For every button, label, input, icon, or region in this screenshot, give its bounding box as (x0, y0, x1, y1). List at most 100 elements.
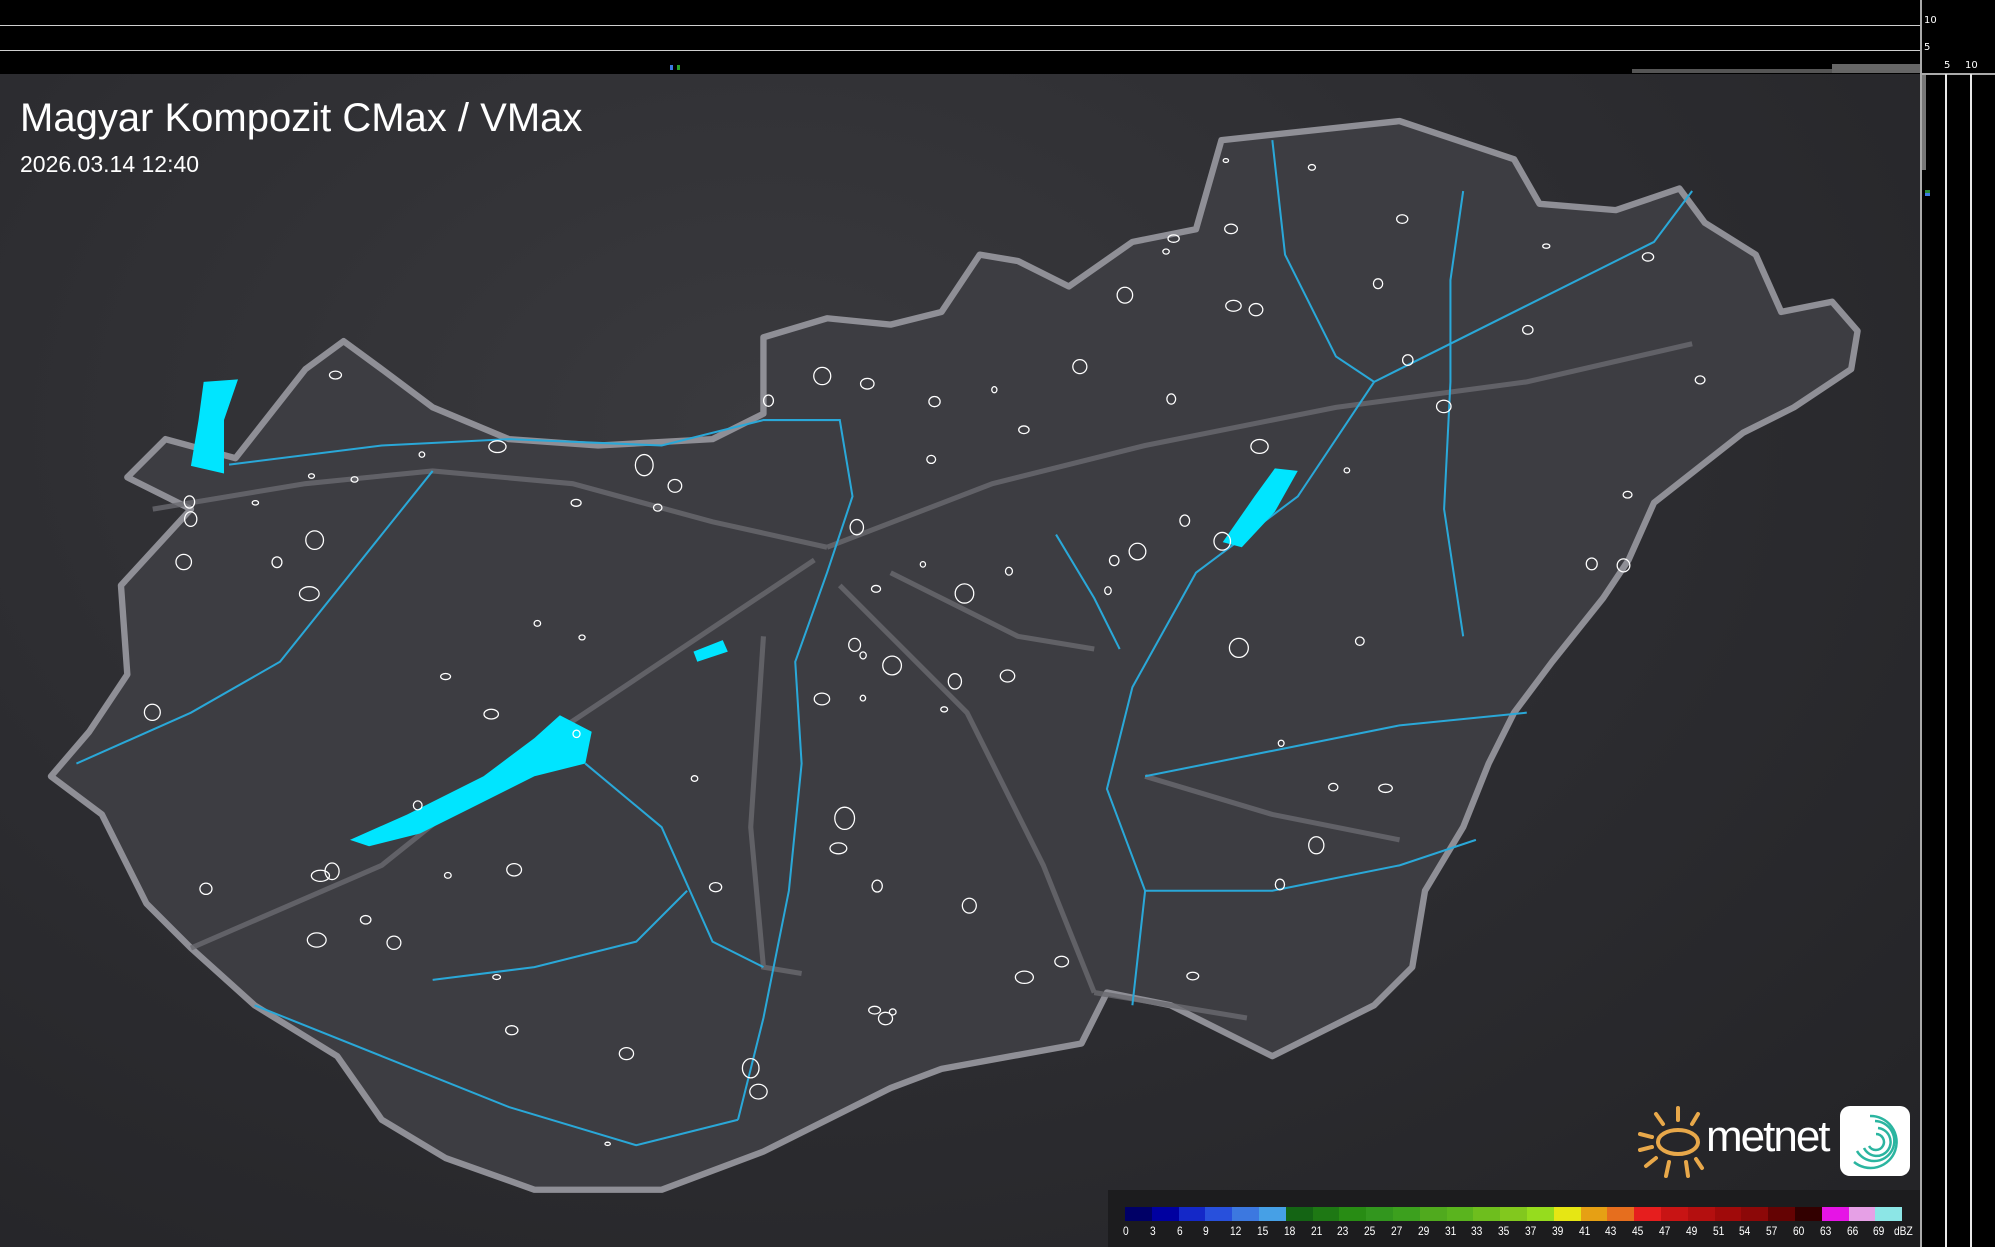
settlement-outline (749, 1083, 768, 1100)
settlement-outline (359, 914, 372, 925)
settlement-outline (1354, 636, 1365, 647)
legend-labels: 0 3 6 9 12 15 18 21 23 25 27 29 31 33 35 37 39 41 43 45 47 49… (1123, 1224, 1925, 1240)
settlement-outline (1435, 399, 1452, 414)
settlement-outline (1166, 393, 1177, 405)
river-drava (254, 1004, 739, 1147)
lake-velence (693, 640, 728, 662)
app-spiral-icon (1840, 1106, 1910, 1176)
legend-label: 43 (1605, 1224, 1617, 1238)
hungary-region (47, 117, 1861, 1193)
settlement-outline (618, 1047, 635, 1061)
legend-label: 29 (1417, 1224, 1430, 1238)
settlement-outline (183, 495, 196, 509)
settlement-outline (667, 478, 683, 493)
settlement-outline (1179, 514, 1191, 527)
settlement-outline (443, 871, 452, 879)
settlement-outline (1224, 223, 1239, 235)
settlement-outline (813, 692, 831, 706)
settlement-outline (183, 511, 198, 528)
settlement-outline (877, 1011, 894, 1026)
settlement-outline (488, 440, 507, 454)
legend-label: 41 (1578, 1224, 1590, 1238)
panel-marker (1925, 190, 1930, 193)
settlement-outline (1372, 278, 1384, 290)
settlement-outline (1522, 324, 1534, 335)
map-datetime: 2026.03.14 12:40 (20, 151, 200, 177)
settlement-outline (1014, 970, 1034, 985)
legend-label: 12 (1230, 1224, 1242, 1238)
profile-gridline-10 (0, 25, 1920, 26)
legend-label: 49 (1685, 1224, 1698, 1238)
legend-swatch (1473, 1207, 1501, 1221)
legend-colorbar (1125, 1207, 1903, 1221)
legend-label: 57 (1766, 1224, 1778, 1238)
profile-gridline-5 (0, 50, 1920, 51)
settlement-outline (143, 703, 161, 722)
river-raba (76, 470, 434, 765)
legend-swatch (1178, 1207, 1206, 1221)
settlement-outline (859, 651, 867, 660)
settlement-outline (572, 729, 581, 739)
settlements (143, 157, 1706, 1147)
settlement-outline (848, 637, 862, 652)
settlement-outline (1250, 438, 1269, 455)
settlement-outline (350, 476, 359, 483)
settlement-outline (1054, 955, 1070, 968)
legend-swatch (1580, 1207, 1608, 1221)
settlement-outline (175, 553, 193, 571)
legend-swatch (1526, 1207, 1554, 1221)
settlement-outline (1004, 566, 1014, 576)
logo-text: metnet (1706, 1112, 1831, 1161)
settlement-outline (506, 862, 523, 877)
settlement-outline (634, 453, 654, 477)
settlement-outline (1641, 252, 1655, 262)
legend-swatch (1232, 1207, 1259, 1221)
settlement-outline (954, 583, 975, 604)
settlement-outline (859, 377, 875, 390)
settlement-outline (871, 879, 883, 893)
settlement-outline (1167, 234, 1180, 243)
legend-label: 37 (1525, 1224, 1537, 1238)
settlement-outline (834, 806, 856, 831)
settlement-outline (324, 862, 340, 881)
settlement-outline (1162, 248, 1170, 255)
settlement-outline (412, 800, 423, 811)
lakes (190, 379, 1298, 847)
settlement-outline (1248, 302, 1264, 317)
panel-marker (1925, 193, 1930, 196)
legend-label: 39 (1551, 1224, 1564, 1238)
settlement-outline (1396, 214, 1409, 224)
settlement-outline (849, 518, 865, 536)
settlement-outline (947, 673, 963, 690)
river-sajo (1271, 140, 1375, 383)
legend-swatch (1446, 1207, 1474, 1221)
tick-label: 5 (1944, 60, 1951, 71)
radar-map[interactable] (0, 74, 1920, 1247)
legend-swatch (1875, 1207, 1903, 1221)
legend-swatch (1258, 1207, 1286, 1221)
legend-label: 18 (1283, 1224, 1296, 1238)
legend-label: 9 (1203, 1224, 1210, 1238)
settlement-outline (1274, 878, 1286, 891)
legend-swatch (1392, 1207, 1420, 1221)
settlement-outline (386, 935, 402, 950)
legend-label: 6 (1176, 1224, 1183, 1238)
dbz-legend: 0 3 6 9 12 15 18 21 23 25 27 29 31 33 35 37 39 41 43 45 47 49… (1108, 1190, 1920, 1247)
legend-label: 21 (1310, 1224, 1322, 1238)
settlement-outline (961, 897, 977, 914)
river-hernad (1443, 190, 1465, 637)
settlement-outline (1018, 425, 1030, 435)
settlement-outline (199, 882, 213, 896)
lake-neusiedl (190, 379, 239, 474)
legend-swatch (1339, 1207, 1367, 1221)
legend-label: 54 (1739, 1224, 1751, 1238)
legend-swatch (1500, 1207, 1527, 1221)
lake-tisza (1222, 468, 1298, 548)
legend-swatch (1848, 1207, 1876, 1221)
sun-icon (1638, 1106, 1704, 1178)
metnet-logo: metnet (1636, 1104, 1916, 1180)
settlement-outline (298, 586, 320, 602)
settlement-outline (440, 672, 452, 681)
settlement-outline (1542, 243, 1551, 249)
legend-swatch (1419, 1207, 1447, 1221)
